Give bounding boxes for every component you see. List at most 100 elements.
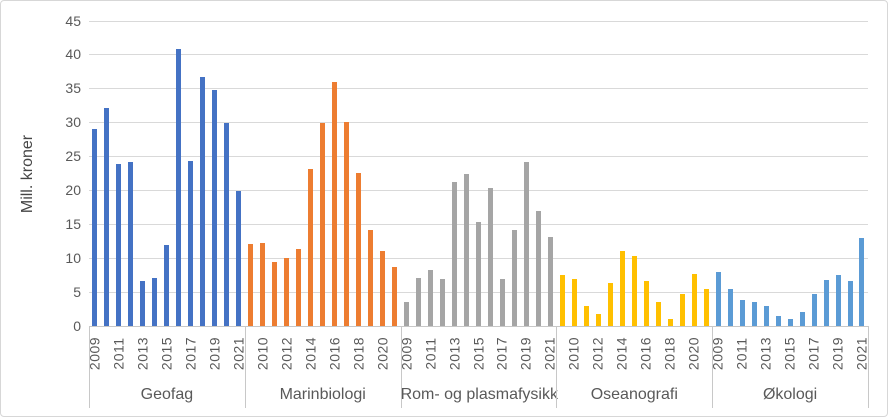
gridline xyxy=(89,156,868,158)
bar xyxy=(619,251,625,326)
bar-slot xyxy=(544,21,556,326)
y-tick-label: 5 xyxy=(73,283,81,300)
bar-slot xyxy=(628,21,640,326)
bar-slot xyxy=(772,21,784,326)
bar-slot xyxy=(748,21,760,326)
year-tick-label: 2013 xyxy=(134,336,151,371)
bar xyxy=(787,318,793,326)
bar-slot xyxy=(520,21,532,326)
bar-slot xyxy=(197,21,209,326)
bar xyxy=(703,288,709,326)
bar-slot xyxy=(556,21,568,326)
year-tick-label: 2020 xyxy=(685,336,702,371)
year-tick-label: 2020 xyxy=(374,336,391,371)
bar xyxy=(284,258,290,326)
bar-slot xyxy=(724,21,736,326)
bar-slot xyxy=(389,21,401,326)
bar-slot xyxy=(233,21,245,326)
bar xyxy=(176,49,182,326)
bar xyxy=(164,244,170,326)
bar xyxy=(691,273,697,326)
group-separator xyxy=(89,326,90,408)
bar xyxy=(847,280,853,326)
year-tick-label: 2011 xyxy=(110,337,127,370)
bar-slot xyxy=(808,21,820,326)
year-tick-label: 2013 xyxy=(446,336,463,371)
bar-group-3 xyxy=(556,21,712,326)
bar xyxy=(559,274,565,326)
bar xyxy=(667,319,673,326)
bar xyxy=(511,230,517,326)
bar-slot xyxy=(257,21,269,326)
bar xyxy=(679,294,685,326)
year-tick-label: 2015 xyxy=(470,336,486,371)
bar xyxy=(188,160,194,326)
bar-group-0 xyxy=(89,21,245,326)
bar xyxy=(475,221,481,326)
x-axis-line xyxy=(89,326,868,327)
bar xyxy=(308,169,314,326)
y-axis-title: Mill. kroner xyxy=(19,134,36,214)
year-tick-label: 2011 xyxy=(733,337,750,370)
bar-slot xyxy=(616,21,628,326)
bar xyxy=(823,279,829,326)
y-tick-label: 45 xyxy=(65,12,81,29)
bar xyxy=(523,161,529,326)
year-tick-label: 2019 xyxy=(206,336,223,371)
bar-slot xyxy=(496,21,508,326)
bar xyxy=(212,90,218,326)
bar-slot xyxy=(413,21,425,326)
year-tick-label: 2011 xyxy=(422,337,439,370)
bar xyxy=(799,312,805,326)
bar-slot xyxy=(568,21,580,326)
bar xyxy=(835,274,841,326)
bar-slot xyxy=(473,21,485,326)
year-tick-label: 2012 xyxy=(589,336,606,371)
bar-slot xyxy=(161,21,173,326)
bar-slot xyxy=(221,21,233,326)
bar-slot xyxy=(341,21,353,326)
year-tick-label: 2017 xyxy=(182,336,199,371)
bar-slot xyxy=(580,21,592,326)
group-separator xyxy=(556,326,558,408)
bar-slot xyxy=(532,21,544,326)
bar-slot xyxy=(437,21,449,326)
gridline xyxy=(89,122,868,124)
bar xyxy=(128,161,134,326)
bar-slot xyxy=(113,21,125,326)
bar-slot xyxy=(377,21,389,326)
bar-slot xyxy=(185,21,197,326)
bar xyxy=(595,314,601,326)
bar xyxy=(763,305,769,326)
year-tick-label: 2012 xyxy=(278,336,295,371)
year-tick-label: 2018 xyxy=(350,336,367,371)
bar-slot xyxy=(173,21,185,326)
bar-group-2 xyxy=(401,21,557,326)
gridline xyxy=(89,189,868,191)
bar xyxy=(583,306,589,326)
y-tick-label: 15 xyxy=(65,215,81,232)
bar xyxy=(547,237,553,326)
bar xyxy=(655,302,661,326)
bar xyxy=(464,174,469,326)
bar-slot xyxy=(89,21,101,326)
bar xyxy=(368,230,374,326)
bar xyxy=(607,282,613,326)
bar-slot xyxy=(844,21,856,326)
y-tick-label: 40 xyxy=(65,46,81,63)
bar-slot xyxy=(784,21,796,326)
bar-slot xyxy=(688,21,700,326)
group-label: Rom- og plasmafysikk xyxy=(400,386,558,403)
bar xyxy=(224,122,230,326)
bar xyxy=(296,249,302,326)
bar xyxy=(715,271,721,326)
bar-slot xyxy=(305,21,317,326)
year-tick-label: 2014 xyxy=(302,336,319,371)
bar xyxy=(416,277,422,326)
bar-group-1 xyxy=(245,21,401,326)
year-tick-label: 2016 xyxy=(637,336,654,371)
bar-slot xyxy=(508,21,520,326)
bar xyxy=(487,188,493,326)
bar-slot xyxy=(736,21,748,326)
